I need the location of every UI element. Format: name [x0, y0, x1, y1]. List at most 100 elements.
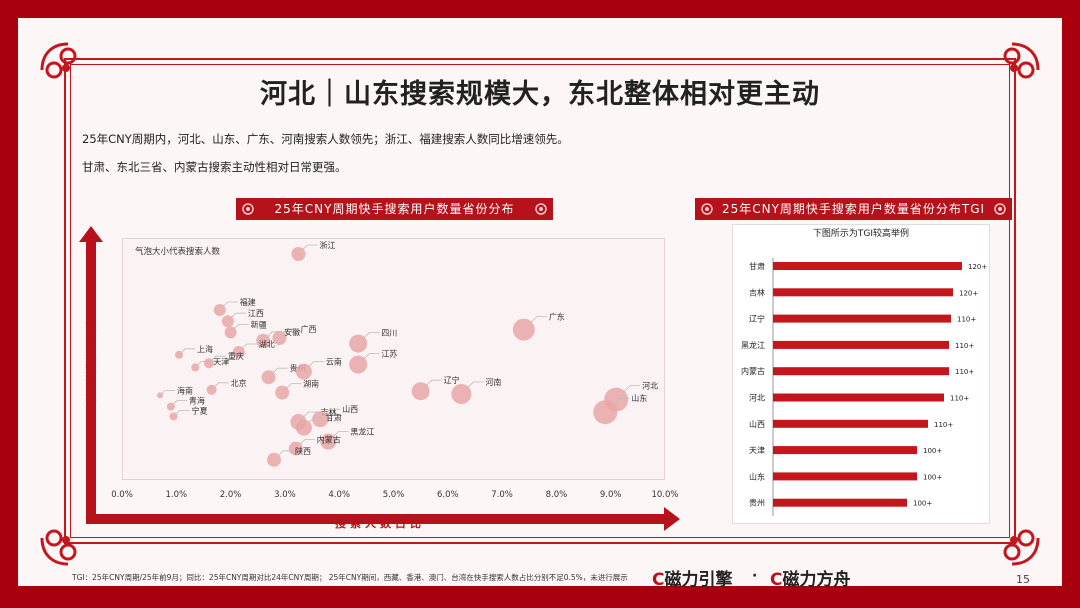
- x-arrow-head-icon: [664, 507, 680, 531]
- bubble-leader-line: [530, 316, 547, 324]
- tgi-category-label: 贵州: [749, 498, 765, 508]
- bubble-point: [221, 315, 234, 328]
- bubble-point: [275, 385, 290, 400]
- cili-ark-logo-icon: C: [770, 570, 783, 590]
- corner-ornament-icon: [40, 529, 77, 566]
- frame-border: [64, 58, 1016, 544]
- bubble-leader-line: [302, 411, 319, 418]
- bubble-point: [291, 247, 306, 261]
- y-arrow-head-icon: [79, 226, 103, 242]
- tgi-chart-title: 25年CNY周期快手搜索用户数量省份分布TGI: [721, 202, 986, 216]
- x-tick-label: 8.0%: [546, 490, 568, 500]
- bubble-label: 四川: [381, 329, 397, 338]
- bubble-point: [349, 355, 368, 374]
- tgi-bar: [773, 288, 953, 297]
- x-axis-title: 搜索人数占比: [335, 517, 425, 530]
- tgi-bar: [773, 367, 949, 376]
- x-tick-label: 1.0%: [165, 490, 187, 500]
- bubble-point: [166, 402, 175, 411]
- tgi-category-label: 山东: [749, 471, 765, 481]
- bubble-label: 宁夏: [192, 405, 208, 415]
- bubble-leader-line: [267, 331, 283, 337]
- bubble-leader-line: [308, 361, 324, 368]
- bubble-point: [288, 441, 303, 456]
- bubble-leader-line: [172, 400, 187, 405]
- bubble-label: 黑龙江: [350, 427, 374, 437]
- bubble-size-note: 气泡大小代表搜索人数: [135, 246, 221, 257]
- bubble-leader-line: [363, 332, 380, 339]
- bubble-leader-line: [277, 450, 294, 456]
- tgi-value-label: 110+: [955, 368, 974, 376]
- bubble-point: [203, 358, 214, 369]
- bubble-point: [272, 331, 287, 345]
- tgi-value-label: 100+: [923, 473, 942, 481]
- bubble-point: [224, 326, 237, 339]
- bubble-label: 重庆: [228, 351, 244, 361]
- scatter-plot-area: [122, 238, 665, 480]
- x-tick-label: 2.0%: [220, 490, 242, 500]
- bubble-point: [349, 334, 368, 353]
- bubble-label: 内蒙古: [317, 435, 341, 445]
- tgi-chart-subtitle: 下图所示为TGI较高举例: [813, 227, 909, 239]
- logo-cili-ark-text: 磁力方舟: [782, 570, 851, 590]
- bubble-label: 福建: [240, 297, 256, 307]
- corner-ornament-icon: [1003, 529, 1040, 566]
- x-tick-label: 9.0%: [600, 490, 622, 500]
- frame-border-inner: [70, 64, 1010, 538]
- tgi-bar: [773, 262, 962, 270]
- tgi-bar: [773, 340, 949, 349]
- tgi-category-label: 山西: [749, 419, 765, 429]
- bubble-leader-line: [161, 389, 176, 394]
- bubble-point: [232, 346, 245, 358]
- bubble-leader-line: [286, 383, 302, 389]
- page-number: 15: [1016, 573, 1030, 586]
- bubble-leader-line: [363, 353, 380, 360]
- tgi-bar: [773, 498, 907, 507]
- cili-logo-icon: C: [652, 570, 665, 590]
- x-tick-label: 7.0%: [491, 490, 513, 500]
- tgi-bar: [773, 472, 917, 481]
- bubble-label: 吉林: [320, 407, 336, 417]
- bubble-label: 新疆: [251, 319, 267, 329]
- corner-ornament-icon: [1003, 42, 1040, 79]
- tgi-value-label: 110+: [950, 395, 969, 403]
- bubble-leader-line: [623, 385, 641, 393]
- description-line-1: 25年CNY周期内，河北、山东、广东、河南搜索人数领先；浙江、福建搜索人数同比增…: [82, 132, 569, 146]
- bubble-point: [267, 452, 282, 467]
- logo-cili-ark: C磁力方舟: [770, 565, 850, 590]
- bubble-point: [320, 433, 337, 450]
- tgi-value-label: 100+: [913, 500, 932, 508]
- bubble-label: 江苏: [381, 349, 397, 359]
- bubble-label: 湖南: [303, 379, 319, 389]
- tgi-value-label: 120+: [959, 289, 978, 297]
- bubble-point: [295, 419, 312, 436]
- bubble-leader-line: [272, 367, 288, 374]
- x-tick-label: 10.0%: [651, 490, 678, 500]
- bubble-label: 云南: [326, 357, 342, 367]
- logo-separator: ·: [752, 568, 758, 584]
- corner-ornament-icon: [40, 42, 77, 79]
- bubble-point: [191, 363, 200, 372]
- y-axis-title: 搜索人数增速: [85, 320, 97, 403]
- footnote: TGI：25年CNY周期/25年前9月；同比：25年CNY周期对比24年CNY周…: [72, 573, 628, 582]
- tgi-value-label: 110+: [955, 342, 974, 350]
- x-tick-label: 0.0%: [111, 490, 133, 500]
- page-title: 河北｜山东搜索规模大，东北整体相对更主动: [260, 79, 820, 110]
- bubble-leader-line: [283, 328, 299, 335]
- bubble-leader-line: [181, 348, 196, 353]
- logo-cili-engine: C磁力引擎: [652, 565, 732, 590]
- tgi-category-label: 吉林: [749, 287, 765, 297]
- bubble-point: [512, 318, 535, 341]
- bubble-leader-line: [231, 312, 246, 318]
- cloud-ornament-icon: [994, 203, 1006, 215]
- bubble-point: [261, 370, 276, 385]
- bubble-leader-line: [233, 323, 249, 330]
- bubble-leader-line: [467, 381, 484, 389]
- bubble-leader-line: [425, 379, 442, 387]
- bubble-point: [451, 384, 472, 404]
- tgi-category-label: 内蒙古: [741, 366, 765, 376]
- bubble-label: 上海: [197, 344, 213, 354]
- bubble-point: [169, 412, 178, 421]
- scatter-chart-title: 25年CNY周期快手搜索用户数量省份分布: [274, 202, 515, 216]
